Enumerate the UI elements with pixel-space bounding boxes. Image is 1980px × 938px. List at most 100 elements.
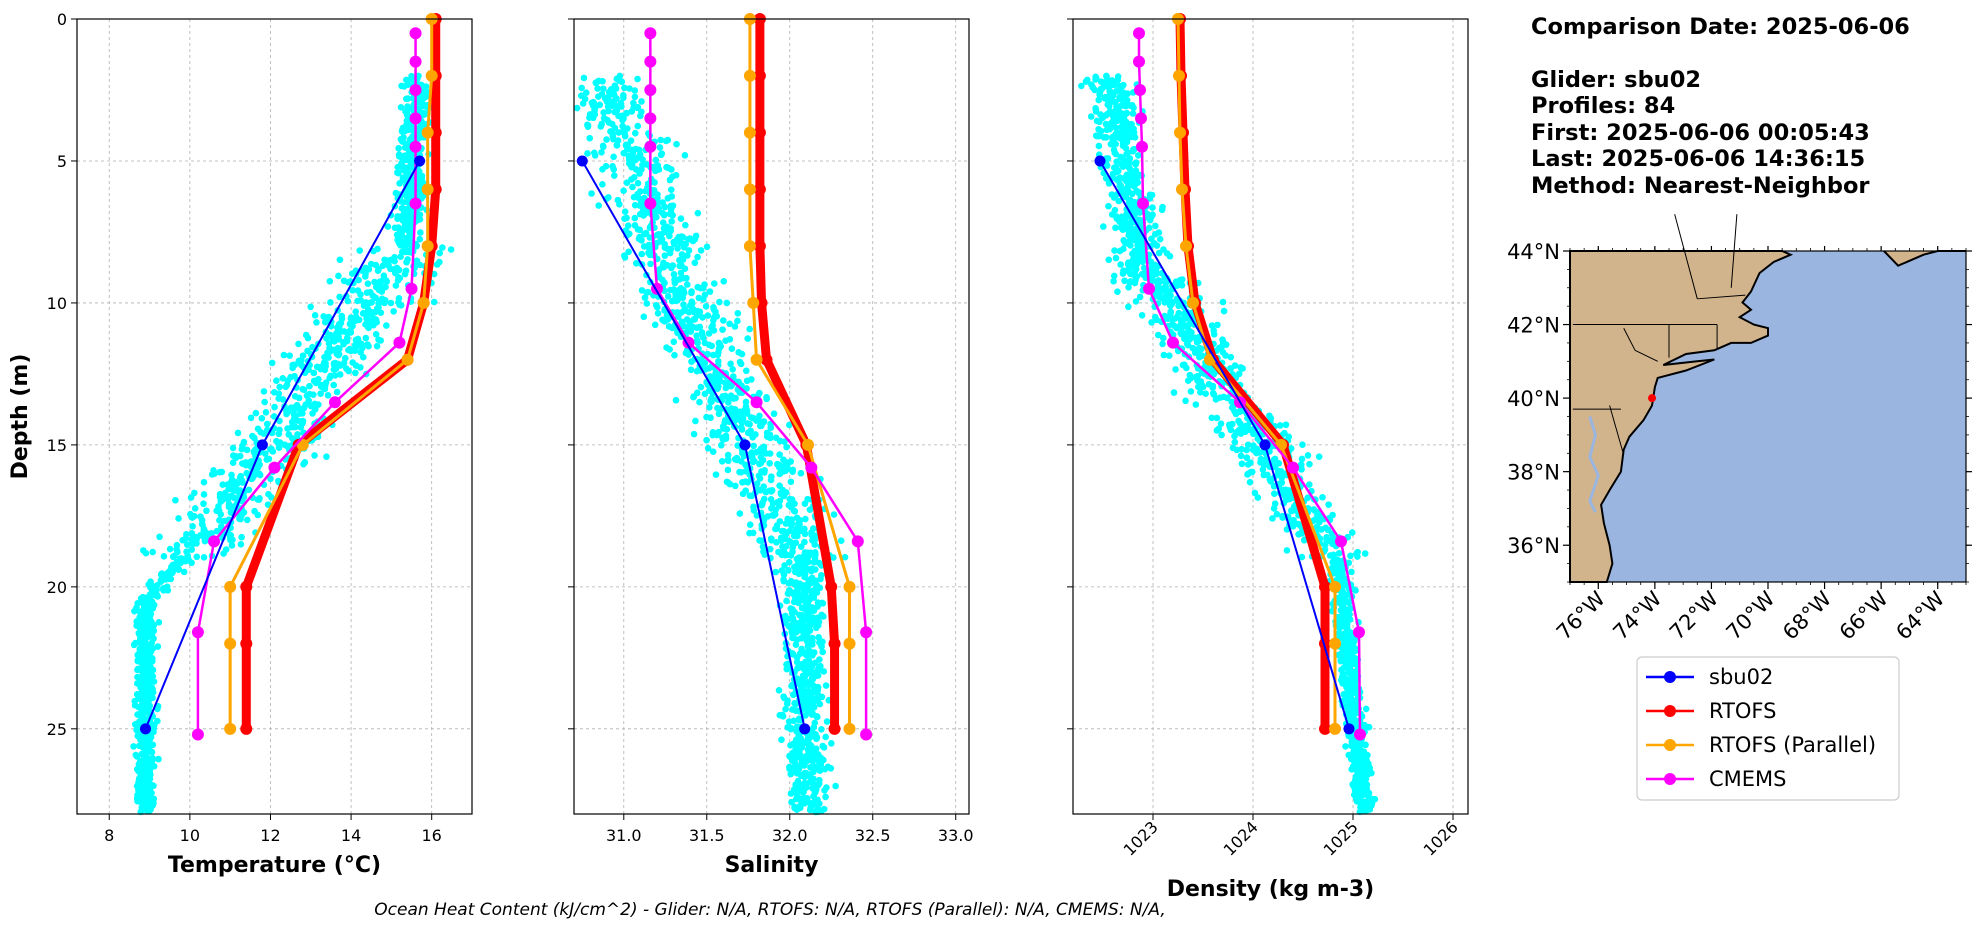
glider-scatter-point [179,536,187,544]
glider-scatter-point [626,85,633,92]
legend-marker [1664,705,1676,717]
glider-scatter-point [802,739,810,747]
glider-scatter-point [1112,254,1120,262]
glider-scatter-point [417,229,424,236]
glider-scatter-point [661,240,668,248]
glider-scatter-point [297,424,305,431]
glider-scatter-point [395,144,402,152]
glider-scatter-point [665,323,673,330]
glider-scatter-point [145,633,153,640]
glider-scatter-point [776,451,783,458]
glider-scatter-point [400,134,407,141]
glider-scatter-point [787,552,795,559]
glider-scatter-point [436,249,443,257]
glider-scatter-point [677,215,685,222]
glider-scatter-point [1082,78,1090,85]
glider-scatter-point [1130,183,1138,190]
glider-scatter-point [736,468,743,476]
glider-scatter-point [731,482,739,490]
glider-scatter-point [631,201,639,209]
glider-scatter-point [173,546,180,553]
glider-scatter-point [1128,190,1136,198]
glider-scatter-point [1172,366,1179,373]
glider-scatter-point [1125,225,1133,233]
glider-scatter-point [742,367,750,375]
glider-scatter-point [664,136,671,144]
glider-scatter-point [797,543,805,551]
glider-scatter-point [631,214,639,222]
glider-scatter-point [225,482,233,490]
glider-scatter-point [716,344,723,351]
glider-scatter-point [276,417,283,425]
glider-scatter-point [791,508,799,515]
glider-scatter-point [1360,786,1368,794]
x-tick-label: 1025 [1320,817,1362,859]
sbu02-line [581,160,806,730]
glider-scatter-point [280,351,288,359]
glider-scatter-point [398,231,405,239]
cmems-marker [1354,728,1366,741]
glider-scatter-point [798,604,806,612]
glider-scatter-point [1231,438,1239,446]
glider-scatter-point [415,99,423,106]
glider-scatter-point [723,426,731,433]
rtofs-parallel-marker [1176,183,1188,196]
glider-scatter-point [1210,330,1218,338]
glider-scatter-point [1170,322,1178,329]
rtofs-parallel-marker [843,722,856,735]
glider-scatter-point [157,571,165,578]
glider-scatter-point [1323,534,1330,541]
glider-scatter-point [776,482,783,489]
glider-scatter-point [595,77,602,85]
glider-scatter-point [683,316,691,323]
glider-scatter-point [404,256,411,263]
glider-scatter-point [286,352,293,359]
glider-scatter-point [340,359,348,367]
glider-scatter-point [817,662,824,670]
glider-scatter-point [620,187,627,195]
glider-scatter-point [792,707,800,714]
glider-scatter-point [809,688,817,696]
glider-scatter-point [305,397,313,405]
glider-scatter-point [823,718,831,725]
glider-scatter-point [698,330,706,338]
glider-scatter-point [310,369,318,377]
glider-scatter-point [621,254,629,261]
x-tick-label: 12 [260,826,280,845]
glider-scatter-point [422,83,430,90]
glider-scatter-point [403,234,410,242]
glider-scatter-point [267,475,274,483]
glider-scatter-point [1126,165,1134,173]
glider-scatter-point [672,297,680,305]
y-tick-label: 0 [57,10,67,29]
glider-scatter-point [1100,223,1107,230]
glider-scatter-point [610,153,617,161]
glider-scatter-point [811,541,819,548]
glider-scatter-point [658,150,666,157]
glider-scatter-point [398,159,405,167]
glider-scatter-point [605,194,612,201]
glider-scatter-point [682,221,689,229]
cmems-marker [750,396,763,409]
glider-scatter-point [736,510,744,517]
glider-scatter-point [1306,460,1313,468]
glider-scatter-point [631,93,639,101]
glider-scatter-point [191,489,198,497]
glider-scatter-point [357,348,364,356]
glider-scatter-point [1315,453,1323,460]
glider-scatter-point [1339,603,1347,611]
glider-scatter-point [811,585,819,593]
glider-scatter-point [395,169,402,177]
glider-scatter-point [701,390,709,398]
glider-scatter-point [1371,795,1379,803]
glider-scatter-point [306,390,313,398]
glider-scatter-point [375,336,382,343]
sbu02-marker [1094,155,1106,167]
method-label: Method: Nearest-Neighbor [1531,172,1870,199]
glider-scatter-point [395,239,403,247]
rtofs-parallel-marker [421,183,434,196]
y-tick-label: 10 [47,294,67,313]
glider-scatter-point [614,196,622,204]
glider-scatter-point [344,297,352,305]
glider-scatter-point [131,607,138,615]
